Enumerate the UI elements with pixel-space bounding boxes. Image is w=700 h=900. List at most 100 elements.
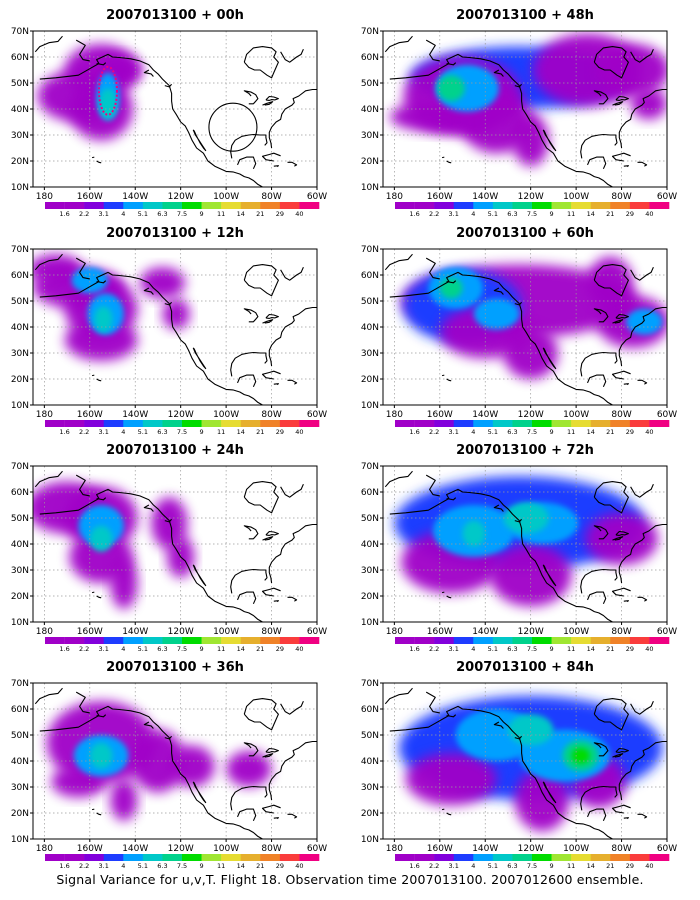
colorbar-swatch (142, 202, 163, 209)
colorbar-swatch (142, 420, 163, 427)
variance-field (389, 33, 667, 167)
colorbar-swatch (221, 420, 242, 427)
colorbar-swatch (240, 637, 261, 644)
colorbar-swatch (201, 420, 222, 427)
lat-tick-label: 30N (11, 566, 29, 576)
variance-blob (110, 779, 138, 821)
colorbar-label: 5.1 (488, 645, 498, 653)
colorbar-swatch (649, 854, 670, 861)
colorbar-swatch (551, 202, 572, 209)
colorbar-label: 9 (550, 862, 554, 870)
lat-tick-label: 30N (11, 131, 29, 141)
lat-tick-label: 20N (361, 809, 379, 819)
colorbar-swatch (221, 854, 242, 861)
lon-tick-label: 180 (386, 410, 403, 420)
colorbar-label: 2.2 (79, 645, 89, 653)
lon-tick-label: 120W (168, 844, 194, 854)
lon-tick-label: 100W (563, 844, 589, 854)
colorbar-label: 7.5 (527, 210, 537, 218)
colorbar-label: 3.1 (449, 862, 459, 870)
colorbar-swatch (453, 420, 474, 427)
colorbar-label: 5.1 (138, 645, 148, 653)
lon-tick-label: 100W (563, 410, 589, 420)
colorbar-swatch (395, 637, 415, 644)
lat-tick-label: 40N (11, 323, 29, 333)
lon-tick-label: 60W (657, 192, 677, 202)
colorbar-swatch (512, 420, 533, 427)
colorbar-swatch (182, 854, 202, 861)
colorbar-label: 11 (567, 862, 575, 870)
lon-tick-label: 160W (427, 627, 453, 637)
colorbar-swatch (629, 637, 650, 644)
colorbar-swatch (64, 202, 85, 209)
variance-field (46, 701, 272, 821)
colorbar-swatch (473, 637, 494, 644)
colorbar-swatch (260, 637, 281, 644)
colorbar-label: 14 (237, 862, 245, 870)
lon-tick-label: 60W (657, 844, 677, 854)
colorbar: 1.6 2.2 3.1 4 5.1 6.3 7.5 9 11 14 21 29 40 (45, 854, 320, 870)
lat-tick-label: 70N (361, 245, 379, 255)
lat-tick-label: 60N (11, 271, 29, 281)
variance-blob (151, 497, 188, 550)
colorbar-swatch (571, 420, 592, 427)
colorbar-swatch (590, 420, 611, 427)
colorbar-label: 9 (200, 210, 204, 218)
colorbar-swatch (629, 202, 650, 209)
colorbar-label: 29 (626, 428, 634, 436)
colorbar-label: 3.1 (449, 645, 459, 653)
colorbar-label: 7.5 (527, 862, 537, 870)
lat-tick-label: 10N (11, 618, 29, 628)
colorbar-label: 21 (606, 862, 614, 870)
map-panel: 2007013100 + 72h 70N 60N 50N 40N 30N 20N 10N 180… (361, 443, 677, 653)
colorbar-label: 6.3 (157, 428, 167, 436)
lon-tick-label: 180 (36, 844, 53, 854)
colorbar-swatch (240, 420, 261, 427)
colorbar: 1.6 2.2 3.1 4 5.1 6.3 7.5 9 11 14 21 29 40 (45, 637, 320, 653)
lon-tick-label: 140W (472, 192, 498, 202)
colorbar-swatch (162, 637, 183, 644)
lon-tick-label: 120W (168, 410, 194, 420)
colorbar-label: 9 (550, 428, 554, 436)
colorbar-swatch (142, 854, 163, 861)
colorbar-label: 7.5 (177, 862, 187, 870)
colorbar: 1.6 2.2 3.1 4 5.1 6.3 7.5 9 11 14 21 29 40 (395, 420, 670, 436)
lat-tick-label: 30N (11, 349, 29, 359)
colorbar-swatch (162, 202, 183, 209)
colorbar-label: 11 (217, 862, 225, 870)
colorbar-swatch (45, 420, 65, 427)
verification-region-circle (208, 102, 258, 152)
colorbar-label: 21 (256, 862, 264, 870)
coastlines (34, 687, 317, 839)
variance-field (33, 481, 195, 609)
colorbar-swatch (492, 202, 513, 209)
lon-tick-label: 80W (261, 410, 281, 420)
colorbar-swatch (590, 637, 611, 644)
coastlines (34, 470, 317, 622)
lon-tick-label: 160W (77, 410, 103, 420)
lon-tick-label: 160W (427, 192, 453, 202)
colorbar-swatch (221, 637, 242, 644)
colorbar-label: 1.6 (409, 862, 419, 870)
colorbar-swatch (414, 420, 435, 427)
lat-tick-label: 50N (11, 731, 29, 741)
variance-blob (89, 742, 113, 769)
colorbar-swatch (473, 420, 494, 427)
panel-title: 2007013100 + 84h (456, 660, 594, 675)
lon-tick-label: 100W (213, 627, 239, 637)
colorbar-swatch (240, 202, 261, 209)
colorbar-label: 21 (256, 428, 264, 436)
colorbar-label: 3.1 (99, 210, 109, 218)
lat-tick-label: 60N (11, 488, 29, 498)
colorbar-label: 9 (200, 645, 204, 653)
lat-tick-label: 70N (11, 245, 29, 255)
colorbar-swatch (299, 202, 320, 209)
lat-tick-label: 60N (11, 705, 29, 715)
colorbar-swatch (299, 420, 320, 427)
lat-tick-label: 40N (11, 105, 29, 115)
lon-tick-label: 140W (122, 627, 148, 637)
panel-title: 2007013100 + 00h (106, 8, 244, 23)
colorbar-swatch (492, 854, 513, 861)
lon-tick-label: 120W (518, 844, 544, 854)
colorbar-label: 6.3 (157, 862, 167, 870)
